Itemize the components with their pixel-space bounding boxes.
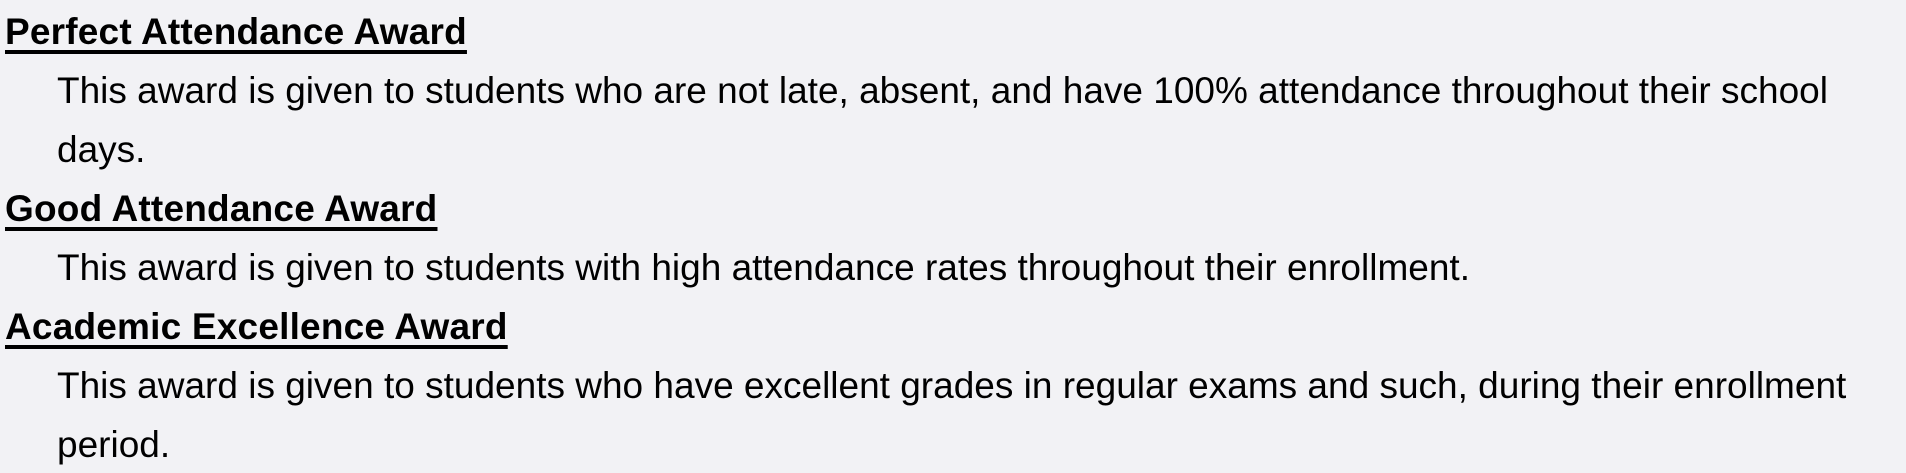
award-title-good-attendance: Good Attendance Award <box>5 188 438 229</box>
award-description-perfect-attendance: This award is given to students who are … <box>57 70 1828 170</box>
award-title-academic-excellence: Academic Excellence Award <box>5 306 508 347</box>
award-section-good-attendance: Good Attendance Award This award is give… <box>5 179 1906 297</box>
award-section-perfect-attendance: Perfect Attendance Award This award is g… <box>5 2 1906 179</box>
award-description-academic-excellence: This award is given to students who have… <box>57 365 1847 465</box>
award-description-good-attendance: This award is given to students with hig… <box>57 247 1470 288</box>
award-section-academic-excellence: Academic Excellence Award This award is … <box>5 297 1906 473</box>
award-title-perfect-attendance: Perfect Attendance Award <box>5 11 467 52</box>
